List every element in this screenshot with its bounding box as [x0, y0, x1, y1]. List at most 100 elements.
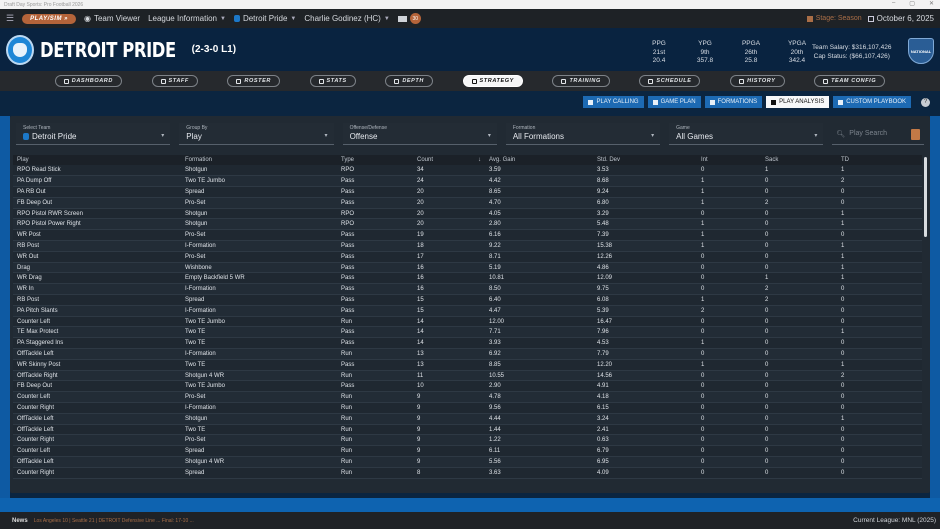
- column-header-sack[interactable]: Sack: [765, 157, 779, 163]
- play-calling-button[interactable]: PLAY CALLING: [583, 96, 644, 108]
- cell-td: 0: [837, 229, 922, 242]
- tab-schedule[interactable]: SCHEDULE: [639, 75, 701, 87]
- column-header-play[interactable]: Play: [17, 157, 29, 163]
- table-row[interactable]: OffTackle Left Two TE Run 9 1.44 2.41 0 0 0: [13, 424, 922, 436]
- offense-defense-dropdown[interactable]: Offense/Defense Offense ▾: [342, 123, 497, 145]
- column-header-type[interactable]: Type: [341, 157, 355, 163]
- team-menu[interactable]: Detroit Pride ▼: [233, 14, 296, 23]
- table-row[interactable]: RPO Pistol Power Right Shotgun RPO 20 2.80 5.…: [13, 218, 922, 231]
- formations-button[interactable]: FORMATIONS: [704, 96, 763, 108]
- export-icon[interactable]: [911, 129, 920, 140]
- column-header-int[interactable]: Int: [701, 157, 708, 163]
- table-row[interactable]: WR Skinny Post Two TE Pass 13 8.85 12.20 1 0 1: [13, 359, 922, 371]
- table-row[interactable]: RB Post I-Formation Pass 18 9.22 15.38 1 0 1: [13, 240, 922, 252]
- cell-type: Run: [337, 445, 413, 458]
- table-row[interactable]: OffTackle Right Shotgun 4 WR Run 11 10.55 14.…: [13, 370, 922, 382]
- cell-sack: 0: [761, 326, 837, 339]
- table-row[interactable]: RPO Read Stick Shotgun RPO 34 3.59 3.53 0 1 1: [13, 165, 922, 177]
- cell-count: 14: [413, 316, 485, 328]
- league-info-menu[interactable]: League Information ▼: [148, 14, 226, 23]
- table-row[interactable]: Counter Left Two TE Jumbo Run 14 12.00 16.47 0…: [13, 316, 922, 328]
- table-scrollbar[interactable]: [924, 157, 927, 237]
- news-ticker[interactable]: Los Angeles 10 | Seattle 21 | DETROIT De…: [33, 517, 194, 524]
- table-row[interactable]: RB Post Spread Pass 15 6.40 6.08 1 2 0: [13, 294, 922, 306]
- table-row[interactable]: PA RB Out Spread Pass 20 8.65 9.24 1 0 0: [13, 186, 922, 198]
- table-row[interactable]: WR In I-Formation Pass 16 8.50 9.75 0 2 0: [13, 283, 922, 296]
- team-viewer-link[interactable]: ◉ Team Viewer: [84, 14, 140, 23]
- column-header-count[interactable]: Count ↓: [413, 155, 485, 165]
- table-row[interactable]: FB Deep Out Pro-Set Pass 20 4.70 6.80 1 2 0: [13, 197, 922, 209]
- column-header-std-dev[interactable]: Std. Dev: [597, 157, 621, 163]
- maximize-button[interactable]: ▢: [909, 1, 915, 7]
- minimize-button[interactable]: –: [891, 0, 896, 6]
- custom-playbook-button[interactable]: CUSTOM PLAYBOOK: [833, 96, 911, 108]
- play-analysis-button[interactable]: PLAY ANALYSIS: [766, 96, 830, 108]
- mail-button[interactable]: 30: [397, 13, 421, 24]
- table-row[interactable]: Counter Right Pro-Set Run 9 1.22 0.63 0 0 0: [13, 434, 922, 447]
- play-search-input[interactable]: 🔍︎ Play Search: [832, 123, 925, 145]
- team-menu-label: Detroit Pride: [242, 14, 288, 23]
- tab-stats[interactable]: STATS: [309, 75, 356, 87]
- cell-avg-gain: 10.55: [485, 370, 593, 382]
- tab-label: SCHEDULE: [656, 78, 692, 84]
- grid-icon: [838, 99, 844, 105]
- game-plan-button[interactable]: GAME PLAN: [647, 96, 701, 108]
- table-row[interactable]: PA Pitch Slants I-Formation Pass 15 4.47 5.39…: [13, 305, 922, 317]
- table-row[interactable]: Counter Right Spread Run 8 3.63 4.09 0 0 0: [13, 467, 922, 479]
- grid-icon: [771, 99, 777, 105]
- table-row[interactable]: RPO Pistol RWR Screen Shotgun RPO 20 4.05 3.2…: [13, 208, 922, 220]
- tab-staff[interactable]: STAFF: [151, 75, 198, 87]
- tab-roster[interactable]: ROSTER: [227, 75, 280, 87]
- cell-avg-gain: 5.19: [485, 262, 593, 274]
- tab-training[interactable]: TRAINING: [552, 75, 610, 87]
- cell-avg-gain: 1.22: [485, 434, 593, 447]
- table-row[interactable]: PA Dump Off Two TE Jumbo Pass 24 4.42 8.68 1 0 2: [13, 175, 922, 188]
- play-sim-button[interactable]: PLAY/SIM »: [22, 13, 76, 24]
- table-row[interactable]: WR Post Pro-Set Pass 19 6.16 7.39 1 0 0: [13, 229, 922, 242]
- game-dropdown[interactable]: Game All Games ▾: [669, 123, 824, 145]
- table-row[interactable]: Counter Left Pro-Set Run 9 4.78 4.18 0 0 0: [13, 391, 922, 404]
- tab-depth[interactable]: DEPTH: [385, 75, 433, 87]
- table-row[interactable]: OffTackle Left I-Formation Run 13 6.92 7.79 0 0…: [13, 348, 922, 360]
- button-label: CUSTOM PLAYBOOK: [846, 99, 906, 105]
- formation-dropdown[interactable]: Formation All Formations ▾: [505, 123, 661, 145]
- table-row[interactable]: WR Out Pro-Set Pass 17 8.71 12.26 0 0 1: [13, 251, 922, 263]
- column-header-td[interactable]: TD: [841, 157, 849, 163]
- tab-team-config[interactable]: TEAM CONFIG: [814, 75, 886, 87]
- select-team-dropdown[interactable]: Select Team Detroit Pride ▾: [16, 123, 171, 145]
- dashboard-icon: [63, 78, 69, 84]
- table-row[interactable]: Drag Wishbone Pass 16 5.19 4.86 0 0 1: [13, 262, 922, 274]
- table-row[interactable]: PA Staggered Ins Two TE Pass 14 3.93 4.53 1 0 0: [13, 337, 922, 350]
- cell-type: Pass: [337, 337, 413, 350]
- coach-menu[interactable]: Charlie Godinez (HC) ▼: [304, 14, 389, 23]
- dropdown-arrow-icon: ▾: [161, 133, 165, 139]
- dropdown-arrow-icon: ▾: [487, 133, 491, 139]
- table-row[interactable]: WR Drag Empty Backfield 5 WR Pass 16 10.81 12…: [13, 272, 922, 285]
- tab-label: HISTORY: [747, 78, 776, 84]
- mail-icon: [397, 15, 407, 22]
- cell-formation: Shotgun 4 WR: [181, 370, 337, 382]
- tab-history[interactable]: HISTORY: [730, 75, 785, 87]
- help-icon[interactable]: ?: [921, 97, 930, 107]
- cell-type: Pass: [337, 359, 413, 371]
- table-row[interactable]: Counter Left Spread Run 9 6.11 6.79 0 0 0: [13, 445, 922, 458]
- column-header-formation[interactable]: Formation: [185, 157, 213, 163]
- table-row[interactable]: Counter Right I-Formation Run 9 9.56 6.15 0 0 0: [13, 402, 922, 414]
- cell-type: Run: [337, 391, 413, 404]
- table-row[interactable]: FB Deep Out Two TE Jumbo Pass 10 2.90 4.91 0 0 0: [13, 380, 922, 393]
- table-row[interactable]: OffTackle Left Shotgun 4 WR Run 9 5.56 6.95 0 0…: [13, 456, 922, 468]
- news-label[interactable]: News: [12, 517, 28, 524]
- stat-ppg: PPG 21st 20.4: [636, 40, 682, 66]
- table-row[interactable]: TE Max Protect Two TE Pass 14 7.71 7.96 0 0 1: [13, 326, 922, 339]
- column-header-avg-gain[interactable]: Avg. Gain: [489, 157, 516, 163]
- cell-sack: 0: [761, 413, 837, 425]
- close-button[interactable]: ✕: [928, 1, 934, 7]
- table-row[interactable]: OffTackle Left Shotgun Run 9 4.44 3.24 0 0 1: [13, 413, 922, 425]
- cell-avg-gain: 1.44: [485, 424, 593, 436]
- group-by-dropdown[interactable]: Group By Play ▾: [179, 123, 334, 145]
- background-strip: [0, 498, 940, 512]
- menu-icon[interactable]: ☰: [6, 13, 15, 23]
- tab-dashboard[interactable]: DASHBOARD: [54, 75, 122, 87]
- cell-avg-gain: 10.81: [485, 272, 593, 285]
- tab-strategy[interactable]: STRATEGY: [462, 75, 523, 87]
